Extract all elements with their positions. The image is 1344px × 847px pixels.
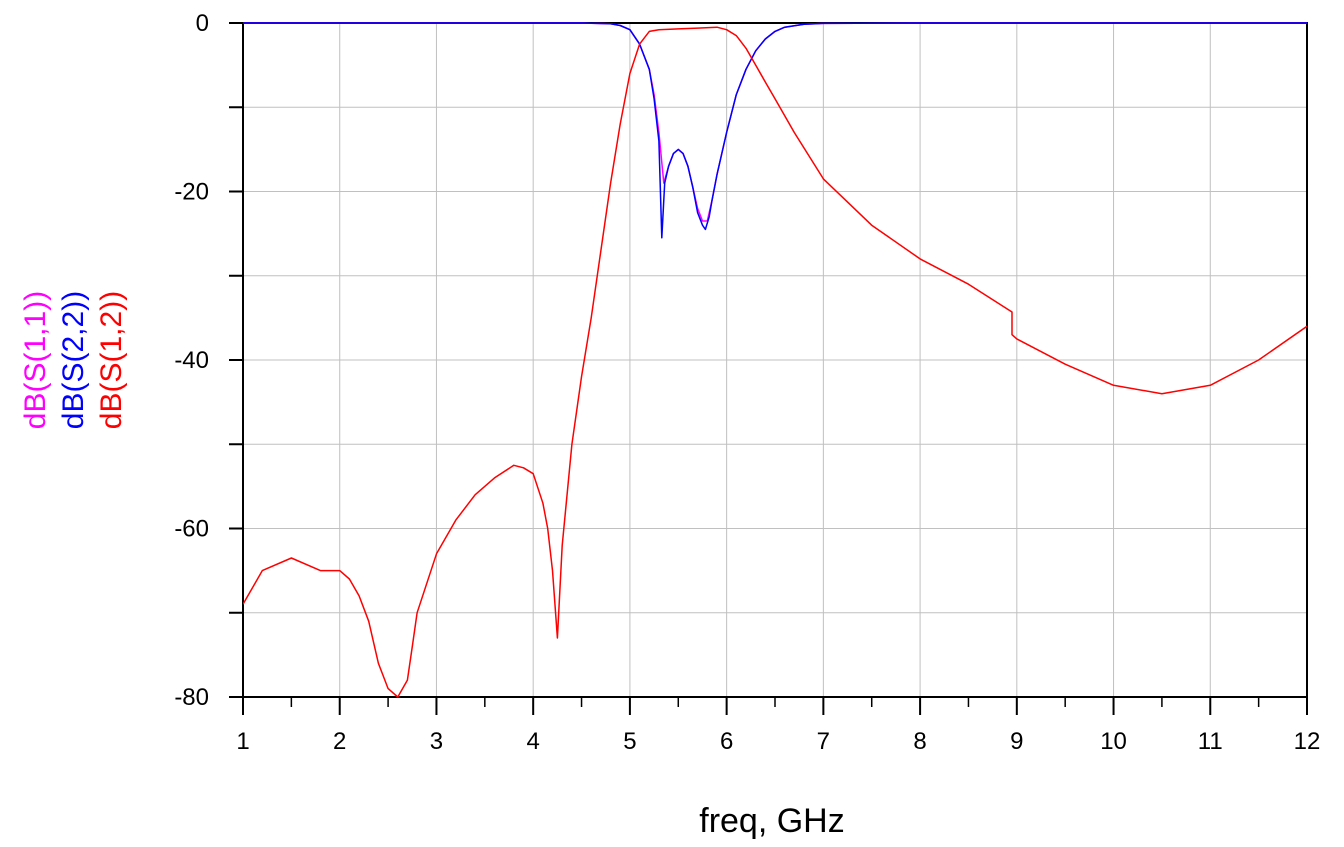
- axis-ticks: [229, 22, 1308, 715]
- x-tick-label: 9: [1010, 728, 1023, 755]
- legend-label: dB(S(2,2)): [57, 291, 90, 429]
- legend-label: dB(S(1,2)): [95, 291, 128, 429]
- x-tick-label: 8: [913, 728, 926, 755]
- y-tick-label: -60: [174, 516, 209, 543]
- x-tick-label: 7: [817, 728, 830, 755]
- grid-lines: [243, 23, 1307, 697]
- x-tick-label: 11: [1198, 728, 1223, 755]
- x-tick-label: 10: [1100, 728, 1127, 755]
- x-tick-label: 12: [1294, 728, 1321, 755]
- series-line-3: [243, 26, 1307, 698]
- x-tick-label: 6: [720, 728, 733, 755]
- y-tick-label: -80: [174, 684, 209, 711]
- y-tick-label: -40: [174, 347, 209, 374]
- series-line-2: [243, 22, 1307, 239]
- x-tick-label: 5: [623, 728, 636, 755]
- x-axis-title: freq, GHz: [699, 802, 844, 840]
- legend-label: dB(S(1,1)): [19, 291, 52, 429]
- x-tick-label: 1: [236, 728, 249, 755]
- x-tick-label: 2: [333, 728, 346, 755]
- legend: dB(S(1,1)) dB(S(2,2)) dB(S(1,2)): [19, 291, 128, 429]
- series-lines: [243, 22, 1307, 698]
- y-tick-label: 0: [196, 10, 209, 37]
- y-tick-label: -20: [174, 179, 209, 206]
- x-tick-label: 3: [430, 728, 443, 755]
- x-tick-label: 4: [527, 728, 540, 755]
- tick-labels: 1 2 3 4 5 6 7 8 9 10 11 120-20-40-60-80: [174, 10, 1320, 755]
